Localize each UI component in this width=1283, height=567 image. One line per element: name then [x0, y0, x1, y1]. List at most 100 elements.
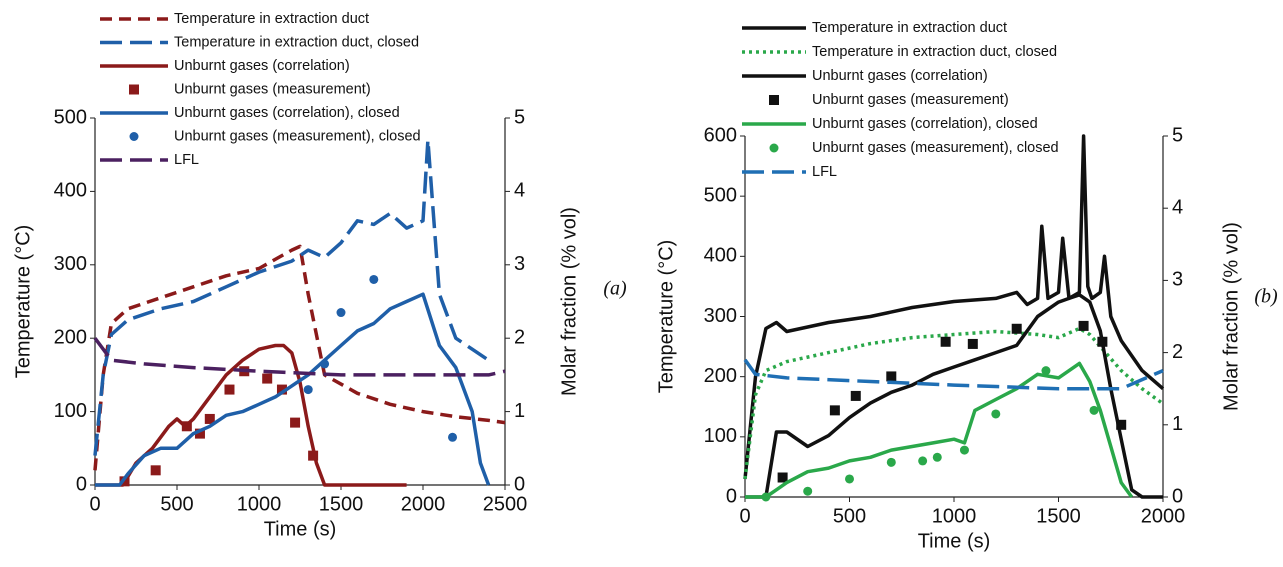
- series-line: [93, 337, 506, 377]
- marker: [1011, 323, 1022, 334]
- marker: [119, 476, 130, 487]
- legend-label: LFL: [174, 152, 199, 168]
- marker: [803, 486, 813, 496]
- y-axis-title: Temperature (°C): [655, 240, 677, 394]
- x-tick-label: 2000: [401, 493, 446, 515]
- legend-marker: [769, 95, 779, 105]
- series-line: [743, 326, 1165, 480]
- y-tick-label: 100: [704, 425, 737, 447]
- legend-label: Unburnt gases (measurement), closed: [174, 128, 421, 144]
- y-axis-title: Temperature (°C): [12, 225, 34, 379]
- x-tick-label: 500: [160, 493, 193, 515]
- marker: [194, 428, 205, 439]
- marker: [1089, 405, 1099, 415]
- y2-tick-label: 1: [1172, 413, 1183, 435]
- y2-tick-label: 4: [1172, 196, 1183, 218]
- marker: [959, 445, 969, 455]
- marker: [150, 465, 161, 476]
- series-line: [743, 134, 1165, 480]
- legend-label: Temperature in extraction duct: [812, 20, 1007, 36]
- marker: [1041, 366, 1051, 376]
- y2-axis-title: Molar fraction (% vol): [558, 207, 580, 396]
- y-tick-label: 0: [726, 485, 737, 507]
- legend-label: Temperature in extraction duct: [174, 11, 369, 27]
- marker: [761, 492, 771, 502]
- marker: [932, 452, 942, 462]
- series-line: [743, 358, 1164, 391]
- marker: [308, 450, 319, 461]
- y-tick-label: 300: [54, 253, 87, 275]
- y2-tick-label: 0: [1172, 485, 1183, 507]
- series-line: [95, 292, 491, 487]
- x-tick-label: 2000: [1141, 505, 1186, 527]
- y2-tick-label: 3: [1172, 269, 1183, 291]
- marker: [336, 308, 346, 318]
- x-tick-label: 0: [739, 505, 750, 527]
- panel-label: (a): [603, 278, 627, 300]
- legend-label: Unburnt gases (correlation), closed: [812, 116, 1038, 132]
- legend-label: Unburnt gases (correlation): [812, 68, 988, 84]
- y-tick-label: 500: [54, 106, 87, 128]
- y-tick-label: 200: [704, 365, 737, 387]
- legend-marker: [769, 143, 779, 153]
- marker: [276, 384, 287, 395]
- x-tick-label: 1000: [237, 493, 282, 515]
- y2-tick-label: 3: [514, 253, 525, 275]
- marker: [204, 413, 215, 424]
- legend-label: LFL: [812, 164, 837, 180]
- y2-tick-label: 2: [514, 326, 525, 348]
- marker: [369, 274, 379, 284]
- x-tick-label: 2500: [483, 493, 528, 515]
- marker: [1078, 320, 1089, 331]
- series-line: [745, 361, 1134, 499]
- marker: [886, 371, 897, 382]
- marker: [448, 432, 458, 442]
- marker: [303, 385, 313, 395]
- marker: [845, 474, 854, 484]
- legend-label: Temperature in extraction duct, closed: [174, 34, 419, 50]
- marker: [940, 336, 951, 347]
- marker: [1097, 336, 1108, 347]
- marker: [290, 417, 301, 428]
- y2-axis-title: Molar fraction (% vol): [1220, 222, 1242, 411]
- marker: [262, 373, 273, 384]
- legend-label: Unburnt gases (measurement): [174, 81, 371, 97]
- legend-label: Unburnt gases (correlation): [174, 58, 350, 74]
- marker: [850, 390, 861, 401]
- y-tick-label: 300: [704, 305, 737, 327]
- legend-marker: [129, 84, 139, 95]
- y-tick-label: 400: [704, 245, 737, 267]
- y-tick-label: 600: [704, 124, 737, 146]
- y-tick-label: 400: [54, 180, 87, 202]
- marker: [1116, 419, 1127, 430]
- marker: [320, 359, 330, 369]
- y2-tick-label: 5: [1172, 124, 1183, 146]
- y2-tick-label: 4: [514, 180, 525, 202]
- legend-marker: [129, 132, 139, 141]
- y2-tick-label: 5: [514, 106, 525, 128]
- series-line: [95, 343, 407, 487]
- y-tick-label: 500: [704, 184, 737, 206]
- y-tick-label: 100: [54, 400, 87, 422]
- marker: [224, 384, 235, 395]
- x-tick-label: 500: [833, 505, 866, 527]
- x-tick-label: 1500: [319, 493, 364, 515]
- x-axis-title: Time (s): [918, 530, 991, 552]
- x-tick-label: 1000: [932, 505, 977, 527]
- panel-label: (b): [1254, 286, 1278, 308]
- series-line: [93, 244, 506, 471]
- y-tick-label: 0: [76, 473, 87, 495]
- marker: [181, 421, 192, 432]
- marker: [991, 409, 1001, 419]
- legend-label: Unburnt gases (measurement), closed: [812, 140, 1059, 156]
- y2-tick-label: 2: [1172, 341, 1183, 363]
- y2-tick-label: 0: [514, 473, 525, 495]
- marker: [886, 457, 896, 467]
- x-axis-title: Time (s): [264, 518, 337, 540]
- y-tick-label: 200: [54, 326, 87, 348]
- marker: [918, 456, 928, 466]
- y2-tick-label: 1: [514, 400, 525, 422]
- x-tick-label: 1500: [1036, 505, 1081, 527]
- marker: [777, 472, 788, 483]
- x-tick-label: 0: [89, 493, 100, 515]
